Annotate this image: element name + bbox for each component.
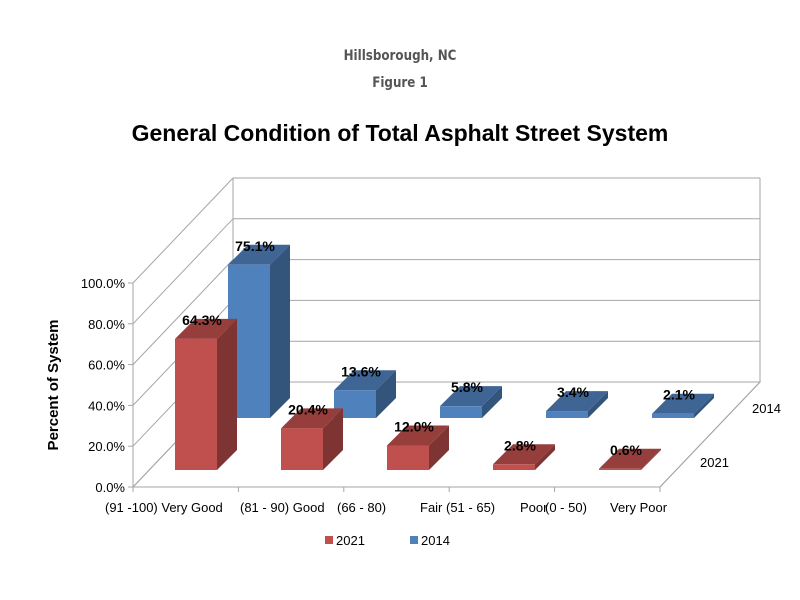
- side-wall-gridline: [132, 177, 234, 284]
- bar-2014-2-top: [440, 386, 502, 407]
- data-label: 3.4%: [557, 384, 589, 400]
- bar-2014-2: [440, 406, 482, 418]
- bar-2021-2: [387, 445, 429, 470]
- bar-2021-1-side: [323, 408, 343, 470]
- y-tick-label: 0.0%: [95, 480, 125, 495]
- x-tick-label: (66 - 80): [337, 500, 386, 515]
- chart-supertitle-location: Hillsborough, NC: [343, 48, 457, 64]
- data-label: 64.3%: [182, 312, 222, 328]
- y-tick-label: 60.0%: [88, 358, 125, 373]
- bar-2021-1: [281, 428, 323, 470]
- bar-2021-0: [175, 338, 217, 470]
- data-label: 2.8%: [504, 437, 536, 453]
- x-tick-label: (0 - 50): [545, 500, 587, 515]
- legend-swatch-2021: [325, 536, 333, 544]
- bar-2014-4: [652, 413, 694, 418]
- bar-2014-4-side: [694, 393, 714, 418]
- y-tick-label: 20.0%: [88, 439, 125, 454]
- bar-2021-4-side: [641, 448, 661, 470]
- bar-2021-0-side: [217, 318, 237, 470]
- bar-2014-0-side: [270, 244, 290, 418]
- y-tick-label: 100.0%: [81, 276, 126, 291]
- bar-2021-2-top: [387, 425, 449, 446]
- x-tick-label: (81 - 90) Good: [240, 500, 325, 515]
- bar-2014-1-top: [334, 370, 396, 391]
- side-wall-gridline: [132, 218, 234, 325]
- x-tick-label: Very Poor: [610, 500, 668, 515]
- side-wall-gridline: [132, 259, 234, 365]
- bar-2014-3-side: [588, 391, 608, 418]
- depth-label-2014: 2014: [752, 401, 781, 416]
- bar-2014-3-top: [546, 391, 608, 412]
- bar-2014-0-top: [228, 244, 290, 265]
- depth-axis-line: [659, 381, 761, 488]
- bar-2021-3-side: [535, 444, 555, 470]
- x-tick-label: (91 -100) Very Good: [105, 500, 223, 515]
- y-tick-label: 40.0%: [88, 398, 125, 413]
- bar-2021-4: [599, 468, 641, 470]
- chart-supertitle-figure: Figure 1: [372, 75, 428, 91]
- depth-label-2021: 2021: [700, 455, 729, 470]
- bar-2021-1-top: [281, 408, 343, 429]
- bar-2021-2-side: [429, 425, 449, 470]
- y-tick-label: 80.0%: [88, 317, 125, 332]
- x-tick-label: Poor: [520, 500, 548, 515]
- bar-2021-4-top: [599, 448, 661, 469]
- x-tick-label: Fair (51 - 65): [420, 500, 495, 515]
- data-label: 20.4%: [288, 401, 328, 417]
- data-label: 0.6%: [610, 442, 642, 458]
- chart-title: General Condition of Total Asphalt Stree…: [131, 120, 669, 146]
- data-label: 75.1%: [235, 238, 275, 254]
- bar-2014-2-side: [482, 386, 502, 418]
- bar-2021-0-top: [175, 318, 237, 339]
- legend-label-2014: 2014: [421, 533, 450, 548]
- bar-2014-3: [546, 411, 588, 418]
- bar-2014-4-top: [652, 393, 714, 414]
- legend-label-2021: 2021: [336, 533, 365, 548]
- data-label: 12.0%: [394, 419, 434, 435]
- data-label: 5.8%: [451, 379, 483, 395]
- bar-2014-1-side: [376, 370, 396, 418]
- legend-swatch-2014: [410, 536, 418, 544]
- data-label: 2.1%: [663, 387, 695, 403]
- y-axis-title: Percent of System: [45, 320, 62, 451]
- data-label: 13.6%: [341, 363, 381, 379]
- bar-2021-3: [493, 464, 535, 470]
- bar-2021-3-top: [493, 444, 555, 465]
